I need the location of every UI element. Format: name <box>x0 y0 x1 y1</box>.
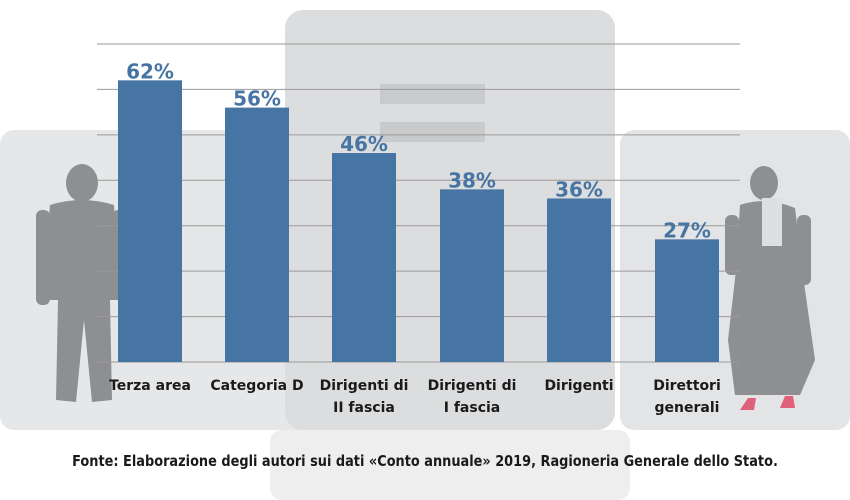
category-label: Dirigenti <box>544 378 613 394</box>
data-label: 38% <box>448 168 496 192</box>
source-note: Fonte: Elaborazione degli autori sui dat… <box>72 452 778 470</box>
data-label: 56% <box>233 87 281 111</box>
data-label: 27% <box>663 218 711 242</box>
data-label: 62% <box>126 59 174 83</box>
bar <box>332 153 396 362</box>
category-label-line: I fascia <box>444 400 501 416</box>
category-label: Categoria D <box>210 378 303 394</box>
bars <box>118 80 719 362</box>
data-label: 46% <box>340 132 388 156</box>
category-label-line: Dirigenti di <box>320 378 409 394</box>
bar <box>118 80 182 362</box>
bar <box>440 189 504 362</box>
category-label-line: II fascia <box>333 400 395 416</box>
equals-sign-top <box>380 84 485 104</box>
category-labels: Terza area Categoria D Dirigenti di II fasc… <box>109 378 721 416</box>
background-block-bottom <box>270 430 630 500</box>
category-label-line: Terza area <box>109 378 191 394</box>
category-label-line: Dirigenti <box>544 378 613 394</box>
gridlines <box>97 43 740 363</box>
bar <box>655 239 719 362</box>
category-label-line: Dirigenti di <box>428 378 517 394</box>
category-label: Dirigenti di II fascia <box>320 378 409 416</box>
category-label: Direttori generali <box>653 378 721 416</box>
data-labels: 62% 56% 46% 38% 36% 27% <box>126 59 711 242</box>
bar <box>547 198 611 362</box>
data-label: 36% <box>555 177 603 201</box>
man-silhouette-icon <box>36 164 124 402</box>
category-label-line: Direttori <box>653 378 721 394</box>
category-label-line: Categoria D <box>210 378 303 394</box>
category-label-line: generali <box>655 400 720 416</box>
bar <box>225 107 289 362</box>
woman-silhouette-icon <box>725 166 815 410</box>
equals-sign-bottom <box>380 122 485 142</box>
category-label: Terza area <box>109 378 191 394</box>
category-label: Dirigenti di I fascia <box>428 378 517 416</box>
